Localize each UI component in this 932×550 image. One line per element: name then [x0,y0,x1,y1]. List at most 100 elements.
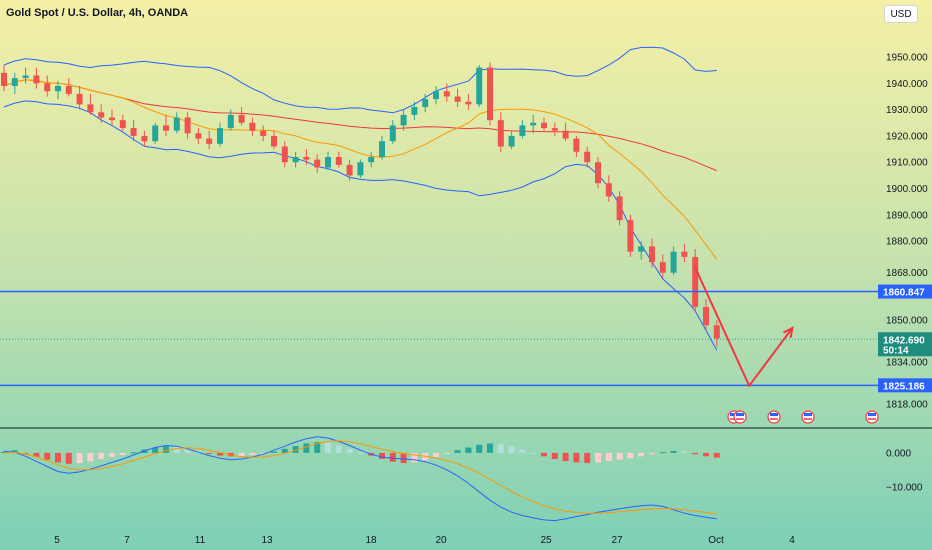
macd-histogram-bar [573,452,580,463]
projection-arrowhead [783,326,794,338]
candle-body [152,125,159,142]
macd-histogram-bar [681,451,688,453]
candle-body [400,114,407,126]
candle-body [11,78,18,86]
macd-histogram-bar [346,448,353,453]
macd-histogram-bar [551,452,558,460]
macd-histogram-bar [44,452,51,460]
candle-body [87,104,94,113]
price-tick-label: 1850.000 [886,316,928,327]
macd-histogram-bar [109,452,115,457]
candle-body [22,75,29,79]
price-tick-label: 1900.000 [886,184,928,195]
candle-body [130,128,137,136]
price-axis[interactable]: 1950.000 1940.000 1930.000 1920.000 1910.000… [886,53,928,494]
macd-histogram-bar [670,450,677,453]
candle-body [465,101,472,105]
candle-body [703,306,709,326]
macd-histogram-bar [616,452,623,460]
macd-histogram-bar [411,452,418,463]
candle-body [217,128,223,144]
economic-event-icon [733,410,747,424]
macd-histogram-bar [119,452,126,455]
candle-body [109,117,115,121]
time-tick-label: 18 [365,535,377,546]
projection-path [694,267,794,388]
macd-histogram-bar [55,452,61,463]
price-tick-label: 1940.000 [886,79,928,90]
candle-body [670,251,677,273]
macd-histogram-bar [314,442,321,453]
macd-histogram-bar [98,452,105,460]
macd-histogram-bar [325,442,331,453]
event-flag-stripe [770,413,778,416]
macd-histogram-bar [65,452,72,464]
candle-body [605,183,612,197]
macd-histogram-bar [595,452,601,463]
macd-histogram-bar [454,450,461,453]
candle-body [292,156,299,163]
event-flag-circle [865,410,879,424]
candle-body [411,107,418,115]
candle-body [141,135,148,142]
macd-histogram-bar [206,452,213,454]
candle-body [443,91,450,97]
candle-body [368,156,375,163]
currency-button[interactable]: USD [884,5,918,23]
candle-body [562,130,569,139]
candle-body [33,75,40,84]
candle-body [659,262,666,273]
event-flag-circle [801,410,815,424]
resistance-level-badge [878,284,932,299]
candle-body [195,133,202,139]
candle-body [487,67,493,121]
price-tick-label: 1868.000 [886,268,928,279]
economic-event-icon [767,410,781,424]
candle-body [346,164,353,176]
chart-title: Gold Spot / U.S. Dollar, 4h, OANDA [6,7,189,19]
macd-histogram-bar [379,452,385,460]
macd-histogram-bar [487,443,493,453]
macd-histogram-bar [292,446,299,453]
candle-body [55,85,61,92]
candle-body [422,99,429,108]
candle-body [616,196,623,221]
macd-histogram-bar [584,452,591,464]
candle-body [681,251,688,257]
countdown-label: 50:14 [883,345,909,356]
macd-histogram-bar [465,447,472,453]
candle-body [508,135,515,147]
candle-body [184,117,191,134]
time-axis[interactable]: 5 7 11 13 18 20 25 27 Oct 4 [54,535,795,546]
candle-body [541,122,547,129]
time-tick-label: 7 [124,535,130,546]
candle-body [44,83,51,92]
resistance-level-label: 1860.847 [883,288,925,299]
candle-body [530,122,537,126]
candle-body [357,162,364,176]
macd-histogram-bar [389,452,396,462]
economic-event-icon [865,410,879,424]
macd-histogram-bar [271,451,277,453]
event-flag-circle [733,410,747,424]
last-price-badge [878,332,932,357]
price-tick-label: 1910.000 [886,158,928,169]
bollinger-upper-band [3,46,717,114]
price-tick-label: 1880.000 [886,237,928,248]
candle-body [281,146,288,163]
macd-histogram-bar [530,452,537,454]
macd-histogram-bar [519,449,526,453]
macd-pane [1,436,720,522]
candle-body [519,125,526,136]
candle-body [551,128,558,131]
event-flag-stripe [736,413,744,416]
candle-body [238,114,245,123]
macd-histogram-bar [33,452,40,457]
price-tick-label: 1834.000 [886,358,928,369]
macd-histogram-bar [217,452,223,456]
time-tick-label: Oct [708,535,724,546]
candle-body [584,151,591,163]
